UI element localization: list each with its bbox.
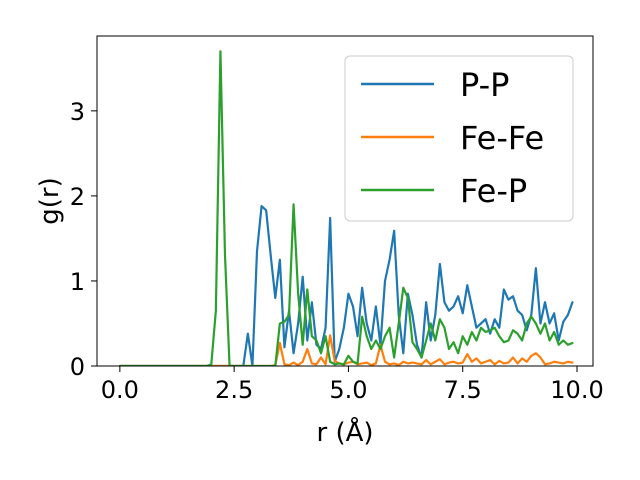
- y-axis: 0 1 2 3: [70, 98, 97, 381]
- legend-label-fe-fe: Fe-Fe: [460, 119, 544, 157]
- plot-frame: [96, 35, 594, 367]
- legend: P-P Fe-Fe Fe-P: [344, 55, 574, 222]
- x-tick-label: 2.5: [215, 376, 253, 404]
- x-tick-label: 7.5: [444, 376, 482, 404]
- x-tick-label: 0.0: [101, 376, 139, 404]
- series-line-fe-p: [118, 50, 574, 366]
- series-line-p-p: [118, 205, 574, 366]
- x-tick-label: 10.0: [550, 376, 603, 404]
- legend-label-fe-p: Fe-P: [460, 172, 527, 210]
- x-axis-title: r (Å): [316, 416, 373, 448]
- x-tick-label: 5.0: [329, 376, 367, 404]
- legend-label-p-p: P-P: [460, 66, 509, 104]
- y-axis-title: g(r): [35, 177, 65, 224]
- y-tick-label: 3: [70, 98, 85, 126]
- y-tick-label: 2: [70, 183, 85, 211]
- y-tick-label: 1: [70, 268, 85, 296]
- x-axis: 0.0 2.5 5.0 7.5 10.0: [101, 366, 604, 404]
- y-tick-label: 0: [70, 353, 85, 381]
- legend-box: [344, 55, 574, 222]
- series-layer: [118, 50, 574, 366]
- series-line-fe-fe: [118, 334, 574, 366]
